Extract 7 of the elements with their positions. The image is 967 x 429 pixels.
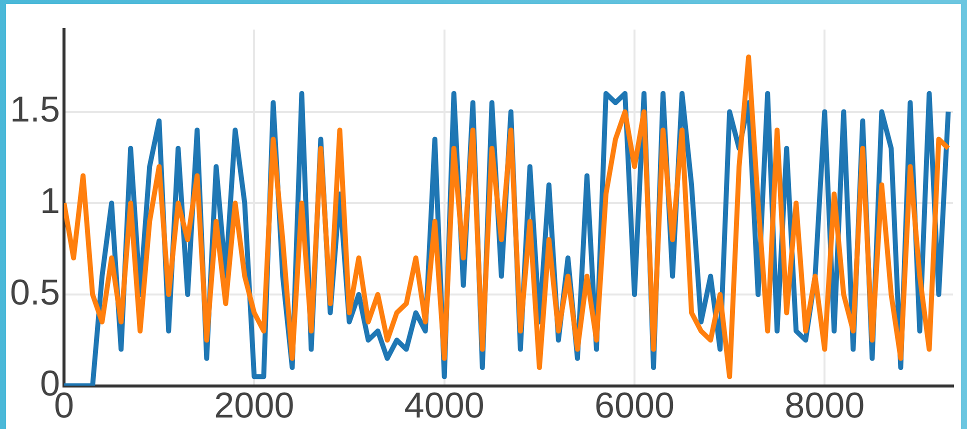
x-tick-label: 6000 [594, 384, 675, 426]
x-tick-label: 8000 [784, 384, 865, 426]
y-tick-label: 1 [40, 180, 60, 222]
x-tick-label: 2000 [214, 384, 294, 426]
x-tick-label: 4000 [404, 384, 484, 426]
y-tick-label: 0.5 [10, 271, 60, 312]
y-tick-label: 1.5 [10, 88, 60, 130]
